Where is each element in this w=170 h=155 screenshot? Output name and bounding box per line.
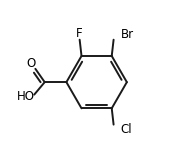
Text: O: O	[26, 57, 36, 70]
Text: F: F	[76, 27, 83, 40]
Text: HO: HO	[17, 90, 35, 103]
Text: Cl: Cl	[120, 123, 132, 136]
Text: Br: Br	[121, 28, 134, 41]
